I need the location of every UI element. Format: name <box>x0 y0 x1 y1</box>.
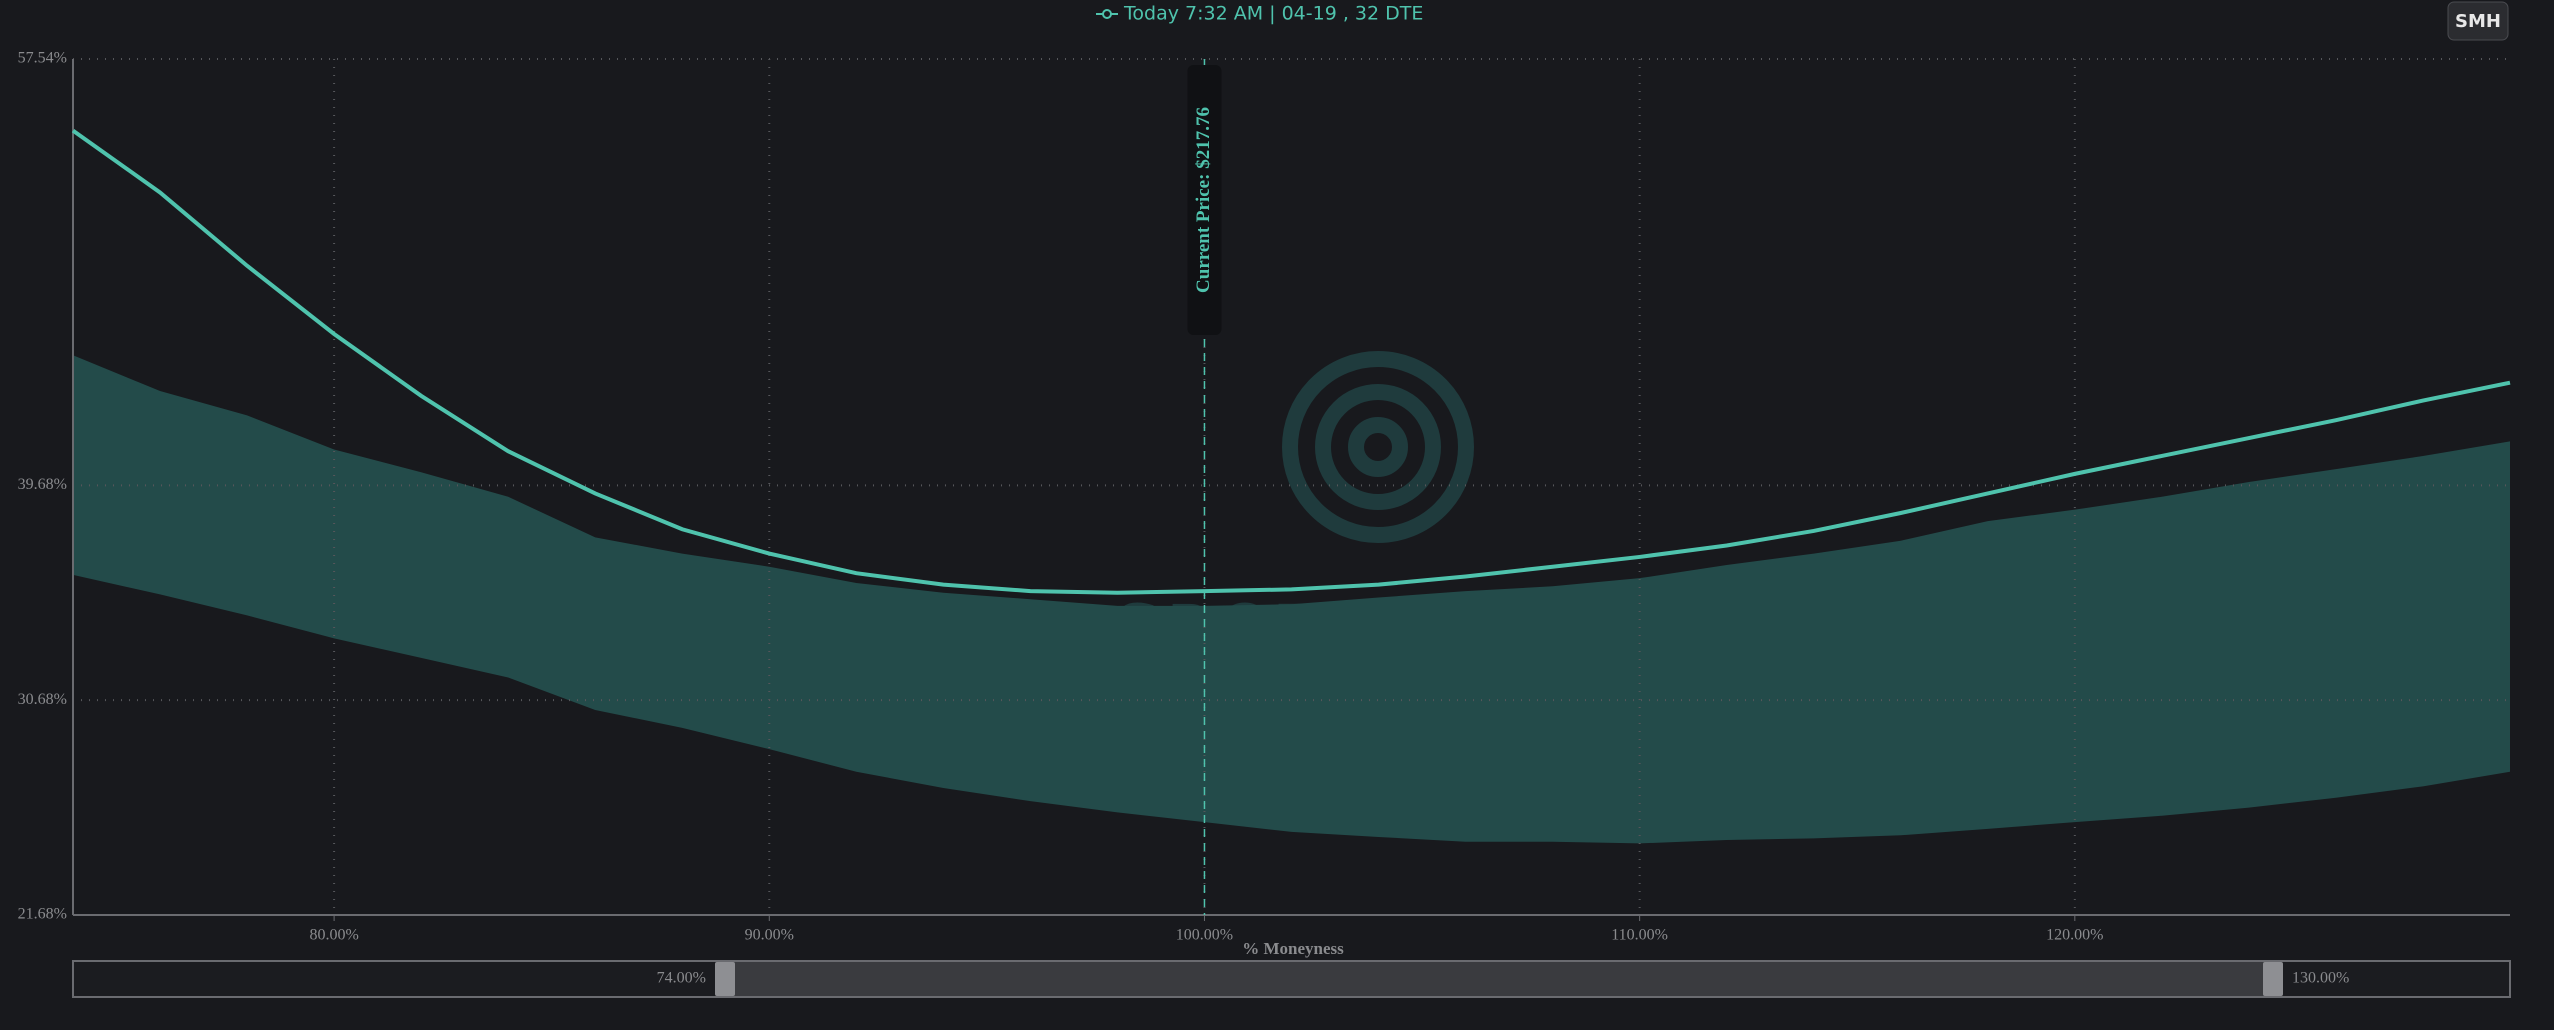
x-axis-title: % Moneyness <box>1242 939 1344 958</box>
current-price-label: Current Price: $217.76 <box>1193 107 1214 293</box>
x-tick-label: 80.00% <box>309 927 358 944</box>
button-box[interactable] <box>2447 1 2509 41</box>
y-tick-label: 21.68% <box>18 906 67 923</box>
legend[interactable]: Today 7:32 AM | 04-19 , 32 DTE <box>1096 3 1423 25</box>
legend-label[interactable]: Today 7:32 AM | 04-19 , 32 DTE <box>1123 3 1423 25</box>
watermark-logo <box>1282 351 1474 543</box>
series-line <box>71 128 2511 595</box>
current-price-box <box>1187 65 1222 335</box>
x-tick-label: 100.00% <box>1176 927 1233 944</box>
slider-handle-max[interactable] <box>2263 962 2283 996</box>
legend-marker <box>1102 9 1112 19</box>
y-tick-label: 57.54% <box>18 50 67 67</box>
y-tick-label: 30.68% <box>18 691 67 708</box>
range-slider[interactable]: 74.00% 130.00% <box>72 960 2511 998</box>
slider-max-label: 130.00% <box>2292 970 2349 987</box>
band-area <box>73 355 2510 844</box>
x-tick-label: 120.00% <box>2046 927 2103 944</box>
y-tick-label: 39.68% <box>18 476 67 493</box>
ticker-button[interactable]: SMH <box>2447 1 2509 41</box>
slider-selection <box>725 962 2273 996</box>
x-tick-label: 110.00% <box>1611 927 1668 944</box>
slider-handle-min[interactable] <box>715 962 735 996</box>
button-label[interactable]: SMH <box>2455 11 2501 32</box>
x-tick-label: 90.00% <box>745 927 794 944</box>
slider-min-label: 74.00% <box>657 970 706 987</box>
